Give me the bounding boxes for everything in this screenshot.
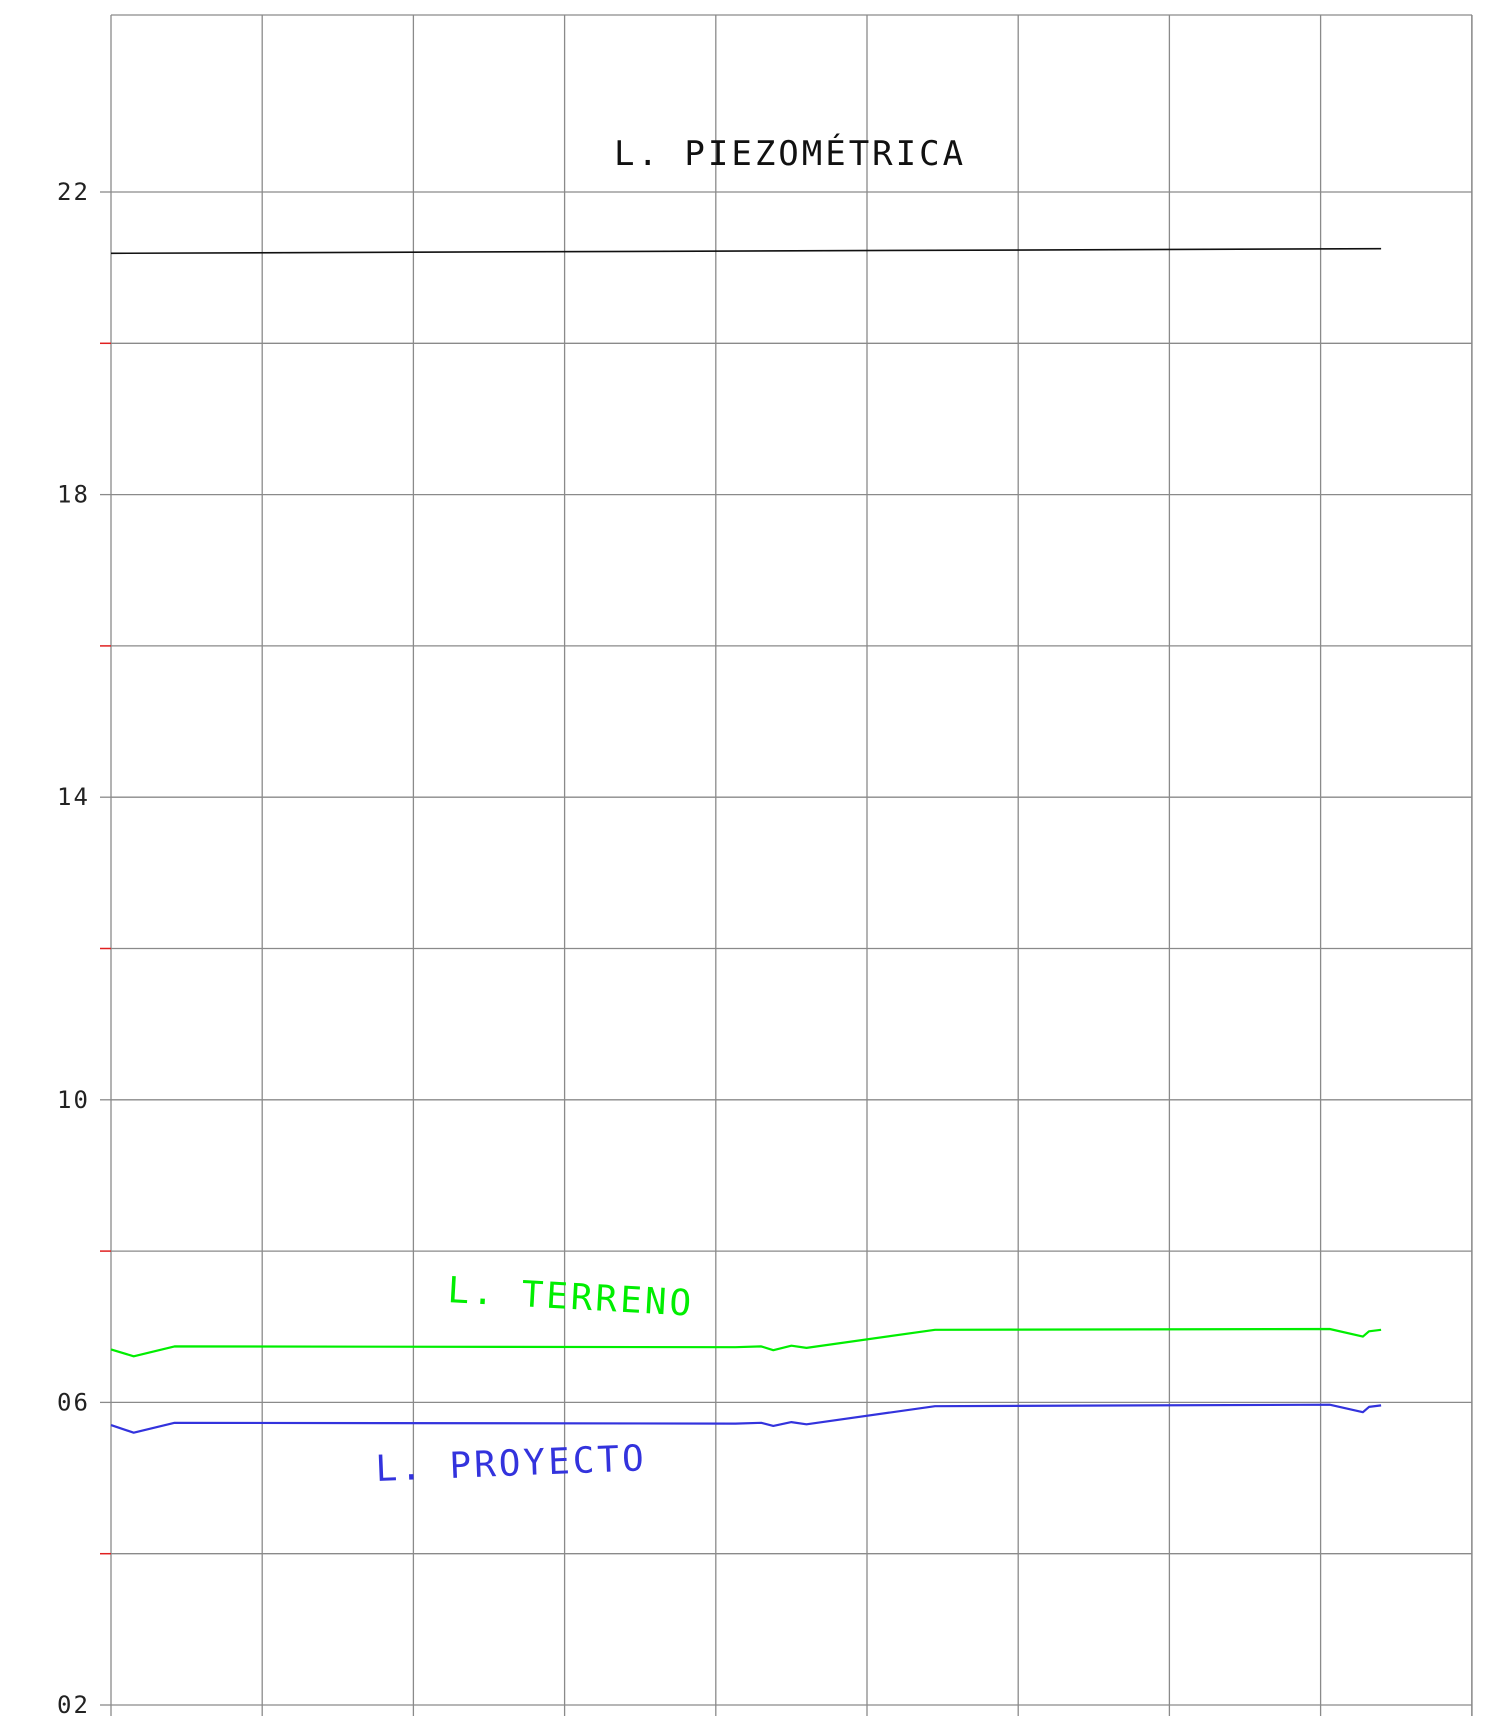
y-tick-label: 10 [57,1086,90,1114]
y-tick-label: 22 [57,178,90,206]
y-tick-label: 14 [57,783,90,811]
series-line [110,1403,1382,1434]
series-line [110,1327,1382,1358]
series-annotation: L. TERRENO [446,1270,695,1325]
grid [110,14,1473,1716]
y-tick-label: 06 [57,1388,90,1416]
annotations: L. PIEZOMÉTRICA L. TERRENO L. PROYECTO [375,133,966,1490]
series-annotation: L. PIEZOMÉTRICA [614,133,966,174]
series-group [110,247,1382,1434]
y-tick-label: 18 [57,481,90,509]
series-line [110,247,1382,255]
series-annotation: L. PROYECTO [375,1438,648,1490]
y-tick-label: 02 [57,1691,90,1716]
y-axis: 22 18 14 10 06 02 [57,178,111,1719]
